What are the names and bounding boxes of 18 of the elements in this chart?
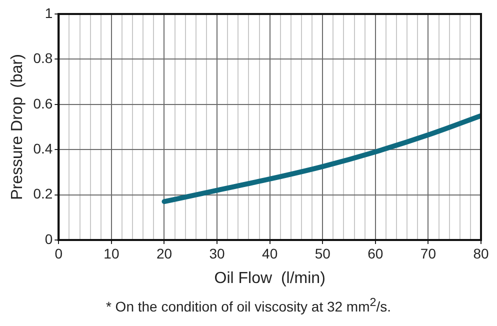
x-tick-label: 60 — [368, 245, 384, 262]
y-tick-label: 0 — [44, 230, 53, 247]
y-tick-label: 0.4 — [33, 140, 53, 156]
text: * On the condition of oil viscosity at 32 mm$^{2}$/s. — [104, 296, 392, 315]
x-tick-label: 20 — [156, 245, 172, 262]
x-tick-label: 50 — [314, 245, 331, 262]
y-tick-label: 1 — [44, 4, 53, 21]
x-tick-label: 80 — [473, 245, 489, 262]
y-tick-label: 0.8 — [33, 50, 53, 66]
x-tick-label: 10 — [104, 245, 120, 262]
x-tick-label: 0 — [54, 245, 63, 262]
x-tick-label: 70 — [420, 245, 436, 262]
y-axis-title: Pressure Drop (bar) — [9, 54, 26, 200]
x-tick-label: 40 — [262, 245, 278, 262]
x-tick-label: 30 — [209, 245, 226, 262]
y-tick-label: 0.6 — [33, 95, 53, 112]
x-axis-title: Oil Flow (l/min) — [214, 270, 326, 287]
y-tick-label: 0.2 — [33, 186, 53, 202]
